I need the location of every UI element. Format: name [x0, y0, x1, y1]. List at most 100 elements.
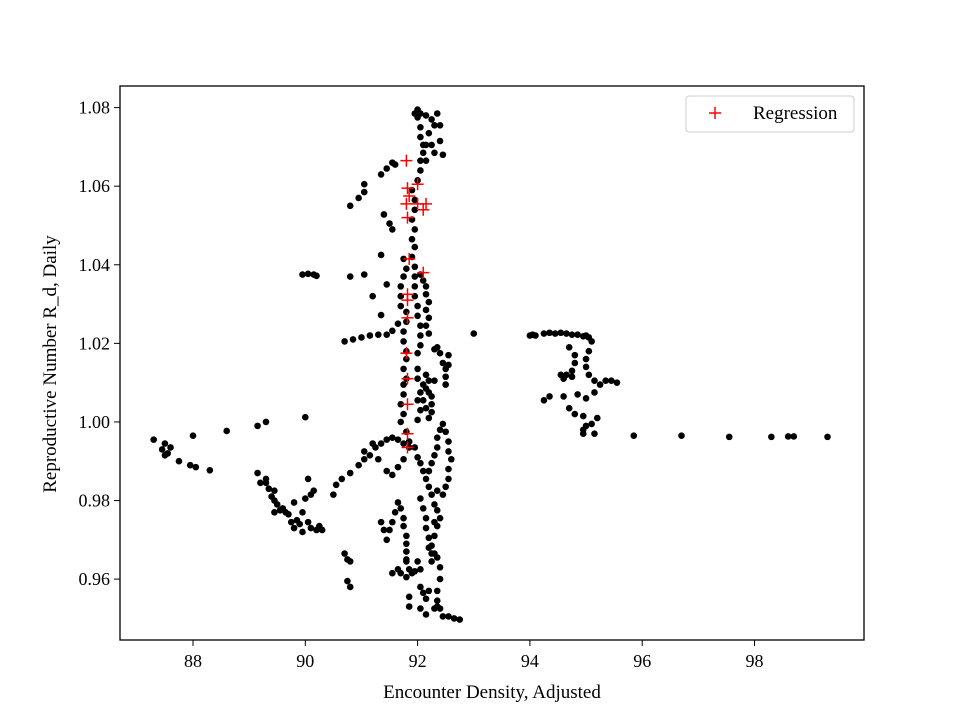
data-point: [262, 475, 270, 483]
data-point: [389, 518, 396, 526]
data-point: [436, 137, 444, 145]
y-tick-label: 1.02: [79, 333, 111, 353]
data-point: [540, 330, 548, 337]
data-point: [608, 377, 615, 384]
data-point: [428, 393, 435, 400]
data-point: [397, 302, 405, 310]
data-point: [400, 440, 407, 447]
data-point: [403, 265, 410, 273]
data-point: [433, 444, 441, 451]
data-point: [411, 444, 419, 451]
data-point: [428, 558, 435, 565]
y-axis-ticks: 0.96 0.98 1.00 1.02 1.04 1.06 1.08: [79, 98, 120, 589]
data-point: [447, 455, 455, 463]
data-point: [377, 440, 385, 447]
data-point: [768, 433, 775, 441]
data-point: [377, 251, 385, 259]
data-point: [582, 363, 590, 371]
data-point: [167, 444, 174, 451]
data-point: [403, 573, 410, 581]
data-point: [422, 112, 430, 119]
data-point: [397, 418, 405, 426]
data-point: [296, 520, 303, 528]
data-point: [400, 410, 407, 418]
data-point: [360, 455, 368, 463]
data-point: [431, 532, 438, 540]
data-point: [431, 518, 438, 526]
data-point: [301, 413, 309, 421]
data-point: [456, 616, 464, 623]
data-point: [161, 452, 169, 459]
data-point: [571, 410, 579, 418]
data-point: [346, 273, 354, 280]
data-point: [425, 314, 433, 322]
data-point: [383, 281, 391, 288]
data-point: [389, 434, 396, 441]
data-point: [591, 430, 598, 438]
data-point: [417, 157, 424, 164]
legend-marker-plus-icon: [709, 107, 721, 119]
data-point: [436, 575, 444, 583]
data-point: [411, 263, 419, 271]
data-point: [383, 467, 391, 475]
data-point: [417, 133, 424, 141]
data-point: [419, 505, 427, 512]
data-point: [417, 110, 424, 117]
data-point: [571, 359, 579, 367]
data-point: [285, 510, 292, 518]
y-tick-label: 1.00: [79, 412, 111, 432]
data-point: [433, 487, 441, 494]
data-point: [394, 436, 402, 443]
data-point: [414, 416, 421, 424]
data-point: [417, 332, 424, 339]
data-point: [394, 499, 402, 506]
data-point: [161, 440, 169, 447]
data-point: [366, 452, 374, 459]
data-point: [422, 404, 430, 412]
data-point: [436, 514, 444, 522]
data-point: [405, 593, 413, 601]
data-point: [257, 479, 264, 487]
data-point: [574, 331, 581, 339]
data-point: [557, 329, 565, 337]
x-tick-label: 98: [746, 651, 764, 671]
regression-point: [401, 182, 414, 195]
data-point: [386, 220, 393, 227]
regression-point: [401, 441, 414, 454]
data-point: [445, 361, 452, 369]
data-point: [613, 379, 621, 386]
data-point: [425, 377, 433, 384]
regression-point: [403, 190, 416, 203]
data-point: [433, 507, 441, 514]
data-point: [301, 495, 309, 502]
data-point: [591, 377, 598, 384]
data-point: [417, 322, 424, 329]
data-point: [341, 338, 348, 345]
data-point: [417, 583, 424, 591]
data-point: [678, 432, 685, 439]
data-point: [414, 365, 421, 373]
data-point: [422, 141, 430, 149]
data-point: [414, 558, 421, 565]
data-point: [417, 167, 424, 174]
regression-point: [401, 211, 414, 224]
data-point: [175, 457, 183, 465]
data-point: [400, 365, 407, 373]
data-point: [425, 544, 433, 551]
legend-box: [685, 95, 855, 133]
data-point: [579, 412, 587, 420]
data-point: [602, 377, 610, 384]
regression-point: [400, 154, 413, 167]
data-point: [445, 613, 452, 620]
data-point: [369, 292, 376, 300]
data-point: [428, 550, 435, 557]
data-point: [417, 389, 424, 396]
data-point: [397, 400, 405, 408]
y-tick-label: 1.06: [79, 176, 111, 196]
data-point: [414, 312, 421, 320]
data-point: [304, 518, 312, 526]
data-point: [422, 595, 430, 603]
data-point: [349, 336, 357, 343]
data-point: [400, 338, 407, 345]
data-point: [400, 455, 407, 463]
